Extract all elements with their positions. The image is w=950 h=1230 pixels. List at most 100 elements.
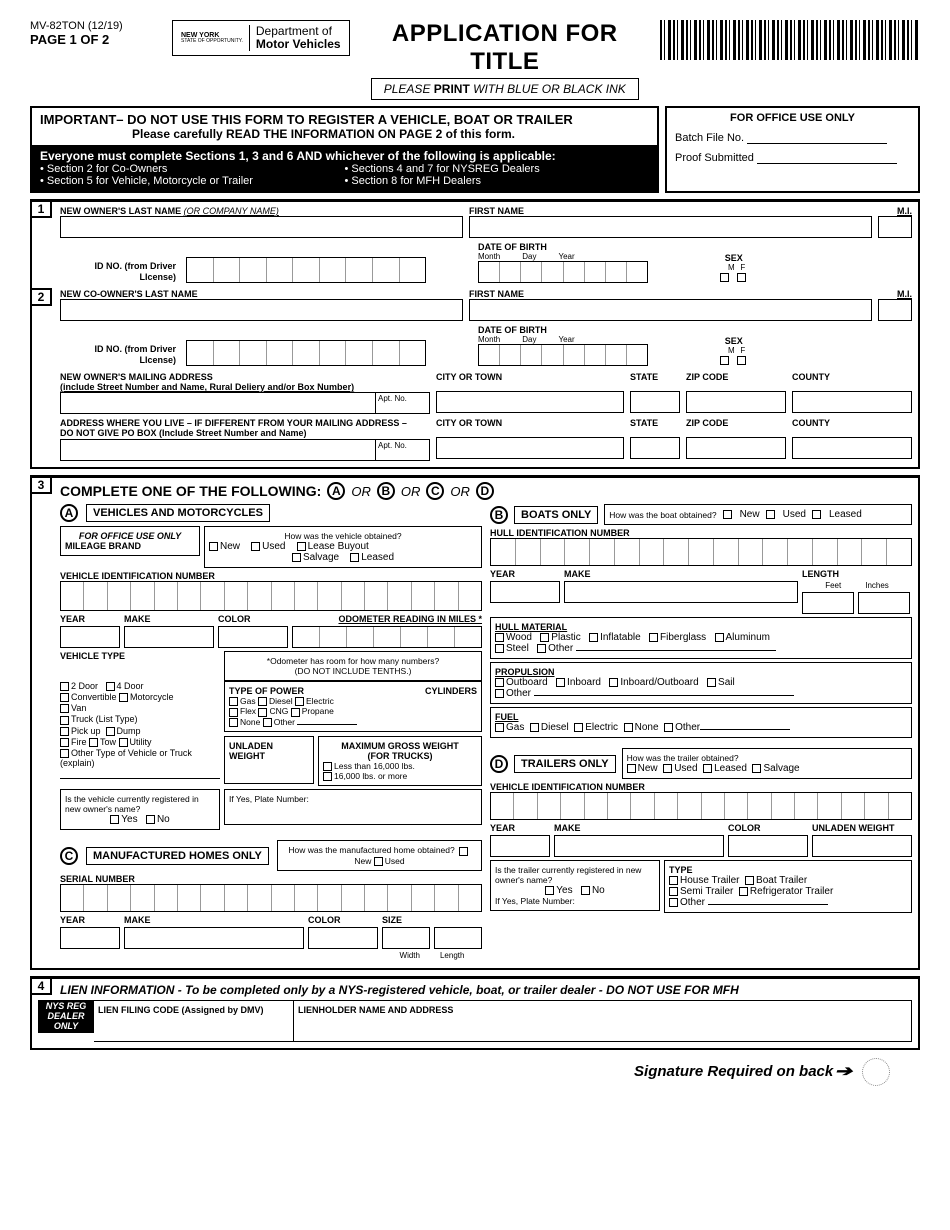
tt-refrig-cb[interactable]: [739, 887, 748, 896]
coowner-id-input[interactable]: [186, 340, 426, 366]
coowner-sex-m-checkbox[interactable]: [720, 356, 729, 365]
coowner-dob-input[interactable]: [478, 344, 648, 366]
mh-length-input[interactable]: [434, 927, 482, 949]
mh-serial-input[interactable]: [60, 884, 482, 912]
veh-salvage-cb[interactable]: [292, 553, 301, 562]
pr-other-cb[interactable]: [495, 689, 504, 698]
pw-other-cb[interactable]: [263, 718, 272, 727]
owner-id-input[interactable]: [186, 257, 426, 283]
tt-house-cb[interactable]: [669, 876, 678, 885]
pw-gas-cb[interactable]: [229, 697, 238, 706]
mh-new-cb[interactable]: [459, 847, 468, 856]
pw-prop-cb[interactable]: [291, 708, 300, 717]
coowner-mi-input[interactable]: [878, 299, 912, 321]
veh-reg-yes-cb[interactable]: [110, 815, 119, 824]
mailing-apt-input[interactable]: Apt. No.: [376, 392, 430, 414]
trailer-color-input[interactable]: [728, 835, 808, 857]
veh-make-input[interactable]: [124, 626, 214, 648]
owner-sex-m-checkbox[interactable]: [720, 273, 729, 282]
owner-first-name-input[interactable]: [469, 216, 872, 238]
tr-reg-no-cb[interactable]: [581, 886, 590, 895]
live-city-input[interactable]: [436, 437, 624, 459]
tt-boat-cb[interactable]: [745, 876, 754, 885]
hm-steel-cb[interactable]: [495, 644, 504, 653]
owner-last-name-input[interactable]: [60, 216, 463, 238]
mailing-zip-input[interactable]: [686, 391, 786, 413]
pr-io-cb[interactable]: [609, 678, 618, 687]
mh-width-input[interactable]: [382, 927, 430, 949]
pr-sail-cb[interactable]: [707, 678, 716, 687]
vt-van-cb[interactable]: [60, 704, 69, 713]
hm-wood-cb[interactable]: [495, 633, 504, 642]
mh-year-input[interactable]: [60, 927, 120, 949]
fu-other-cb[interactable]: [664, 723, 673, 732]
live-address-input[interactable]: [60, 439, 376, 461]
tt-other-cb[interactable]: [669, 898, 678, 907]
pw-flex-cb[interactable]: [229, 708, 238, 717]
mailing-state-input[interactable]: [630, 391, 680, 413]
owner-mi-input[interactable]: [878, 216, 912, 238]
boat-new-cb[interactable]: [723, 510, 732, 519]
mgw-gt-cb[interactable]: [323, 772, 332, 781]
tr-leased-cb[interactable]: [703, 764, 712, 773]
mh-make-input[interactable]: [124, 927, 304, 949]
veh-new-cb[interactable]: [209, 542, 218, 551]
veh-leased-cb[interactable]: [350, 553, 359, 562]
boat-make-input[interactable]: [564, 581, 798, 603]
mgw-lt-cb[interactable]: [323, 762, 332, 771]
tr-reg-yes-cb[interactable]: [545, 886, 554, 895]
vt-util-cb[interactable]: [119, 738, 128, 747]
coowner-sex-f-checkbox[interactable]: [737, 356, 746, 365]
pw-elec-cb[interactable]: [295, 697, 304, 706]
pr-in-cb[interactable]: [556, 678, 565, 687]
tr-new-cb[interactable]: [627, 764, 636, 773]
live-county-input[interactable]: [792, 437, 912, 459]
veh-color-input[interactable]: [218, 626, 288, 648]
boat-used-cb[interactable]: [766, 510, 775, 519]
trailer-make-input[interactable]: [554, 835, 724, 857]
pw-none-cb[interactable]: [229, 718, 238, 727]
mailing-city-input[interactable]: [436, 391, 624, 413]
pr-out-cb[interactable]: [495, 678, 504, 687]
lien-code-input[interactable]: [98, 1015, 289, 1037]
hm-infl-cb[interactable]: [589, 633, 598, 642]
tr-used-cb[interactable]: [663, 764, 672, 773]
veh-leasebuyout-cb[interactable]: [297, 542, 306, 551]
veh-reg-no-cb[interactable]: [146, 815, 155, 824]
trailer-uw-input[interactable]: [812, 835, 912, 857]
veh-used-cb[interactable]: [251, 542, 260, 551]
vt-truck-cb[interactable]: [60, 716, 69, 725]
vt-moto-cb[interactable]: [119, 693, 128, 702]
fu-gas-cb[interactable]: [495, 723, 504, 732]
pw-cng-cb[interactable]: [258, 708, 267, 717]
trailer-year-input[interactable]: [490, 835, 550, 857]
vt-pickup-cb[interactable]: [60, 727, 69, 736]
vt-tow-cb[interactable]: [89, 738, 98, 747]
veh-odometer-input[interactable]: [292, 626, 482, 648]
vt-4door-cb[interactable]: [106, 682, 115, 691]
vt-other-cb[interactable]: [60, 749, 69, 758]
tr-salv-cb[interactable]: [752, 764, 761, 773]
mh-color-input[interactable]: [308, 927, 378, 949]
hm-plastic-cb[interactable]: [540, 633, 549, 642]
veh-plate-input[interactable]: [229, 804, 477, 820]
boat-leased-cb[interactable]: [812, 510, 821, 519]
live-apt-input[interactable]: Apt. No.: [376, 439, 430, 461]
fu-elec-cb[interactable]: [574, 723, 583, 732]
pw-diesel-cb[interactable]: [258, 697, 267, 706]
mailing-address-input[interactable]: [60, 392, 376, 414]
fu-none-cb[interactable]: [624, 723, 633, 732]
owner-dob-input[interactable]: [478, 261, 648, 283]
live-zip-input[interactable]: [686, 437, 786, 459]
coowner-first-name-input[interactable]: [469, 299, 872, 321]
coowner-last-name-input[interactable]: [60, 299, 463, 321]
boat-hin-input[interactable]: [490, 538, 912, 566]
mailing-county-input[interactable]: [792, 391, 912, 413]
hm-other-cb[interactable]: [537, 644, 546, 653]
hm-alum-cb[interactable]: [715, 633, 724, 642]
hm-fiber-cb[interactable]: [649, 633, 658, 642]
veh-year-input[interactable]: [60, 626, 120, 648]
vt-dump-cb[interactable]: [106, 727, 115, 736]
mh-used-cb[interactable]: [374, 857, 383, 866]
tt-semi-cb[interactable]: [669, 887, 678, 896]
